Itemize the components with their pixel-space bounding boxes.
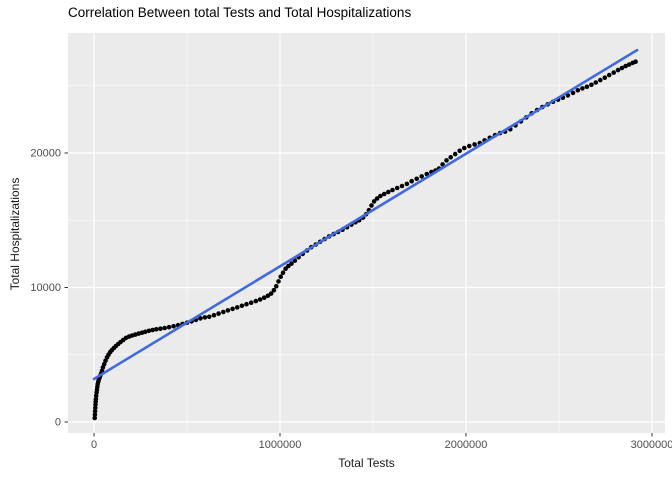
data-point (253, 298, 259, 304)
x-axis-title: Total Tests (338, 456, 395, 470)
data-point (570, 90, 576, 96)
data-point (274, 283, 279, 289)
data-point (472, 142, 477, 147)
data-point (633, 59, 638, 64)
data-point (381, 191, 387, 197)
data-point (580, 86, 585, 91)
data-point (369, 203, 374, 208)
data-point (414, 176, 420, 182)
data-point (146, 328, 152, 334)
data-point (602, 75, 608, 80)
y-tick-label: 10000 (30, 282, 61, 294)
x-tick-label: 3000000 (631, 439, 672, 451)
data-point (615, 67, 621, 73)
x-tick-label: 1000000 (259, 439, 302, 451)
data-point (268, 291, 274, 296)
data-point (150, 327, 155, 333)
data-point (225, 308, 231, 313)
data-point (207, 314, 212, 320)
data-point (261, 295, 267, 301)
data-point (623, 63, 628, 69)
gridlines-major (68, 33, 665, 433)
data-point (143, 329, 148, 335)
data-point (166, 324, 172, 330)
data-point (409, 178, 415, 184)
data-point (265, 293, 271, 299)
data-point (271, 287, 277, 293)
data-point (457, 148, 463, 154)
data-point (234, 305, 240, 310)
data-point (589, 82, 594, 88)
data-point (448, 155, 454, 160)
data-point (390, 187, 395, 193)
data-point (93, 405, 98, 411)
data-point (93, 396, 99, 402)
data-point (158, 326, 163, 332)
data-point (399, 183, 405, 189)
data-point (626, 62, 632, 67)
y-tick-label: 0 (55, 417, 61, 429)
data-point (257, 297, 263, 302)
data-point (278, 274, 284, 280)
data-point (216, 311, 221, 316)
data-point (239, 303, 245, 309)
data-point (198, 316, 203, 321)
x-tick-label: 2000000 (445, 439, 488, 451)
data-point (593, 80, 599, 85)
data-point (452, 151, 458, 157)
data-point (221, 309, 226, 315)
chart-title: Correlation Between total Tests and Tota… (68, 5, 412, 20)
data-point (386, 189, 391, 195)
data-point (154, 327, 159, 332)
y-tick-label: 20000 (30, 148, 61, 160)
data-point (565, 93, 571, 98)
data-point (286, 263, 291, 269)
axis-tick-marks (64, 152, 653, 437)
data-point (93, 393, 99, 399)
data-point (244, 301, 249, 307)
data-point (444, 158, 449, 163)
data-point (378, 193, 383, 199)
x-axis-tick-labels: 0 1000000 2000000 3000000 (91, 439, 672, 451)
data-point (248, 300, 254, 306)
x-tick-label: 0 (91, 439, 97, 451)
data-point (419, 174, 425, 179)
data-point (584, 84, 590, 90)
data-point (575, 88, 581, 93)
data-point (276, 279, 281, 284)
data-point (598, 77, 603, 83)
data-point (374, 196, 380, 201)
data-point (92, 415, 97, 421)
data-point (619, 65, 625, 71)
data-point (404, 181, 410, 187)
data-point (467, 143, 472, 149)
data-point (202, 315, 208, 320)
trend-line (92, 48, 639, 381)
data-point (424, 171, 430, 177)
data-point (611, 70, 616, 75)
gridlines-minor (68, 33, 665, 433)
data-point (280, 270, 286, 276)
data-point (394, 185, 400, 191)
data-point (171, 323, 176, 329)
data-point (289, 261, 294, 266)
plot-panel (68, 33, 665, 433)
data-point (230, 306, 235, 312)
data-point (462, 145, 467, 151)
data-point (606, 72, 612, 78)
data-point (371, 199, 377, 204)
data-point (211, 312, 217, 318)
y-axis-title: Total Hospitalizations (8, 177, 22, 291)
data-point (92, 412, 98, 417)
data-point (440, 162, 445, 167)
data-point (162, 325, 167, 331)
y-axis-tick-labels: 0 10000 20000 (30, 148, 61, 429)
data-point (92, 408, 98, 414)
